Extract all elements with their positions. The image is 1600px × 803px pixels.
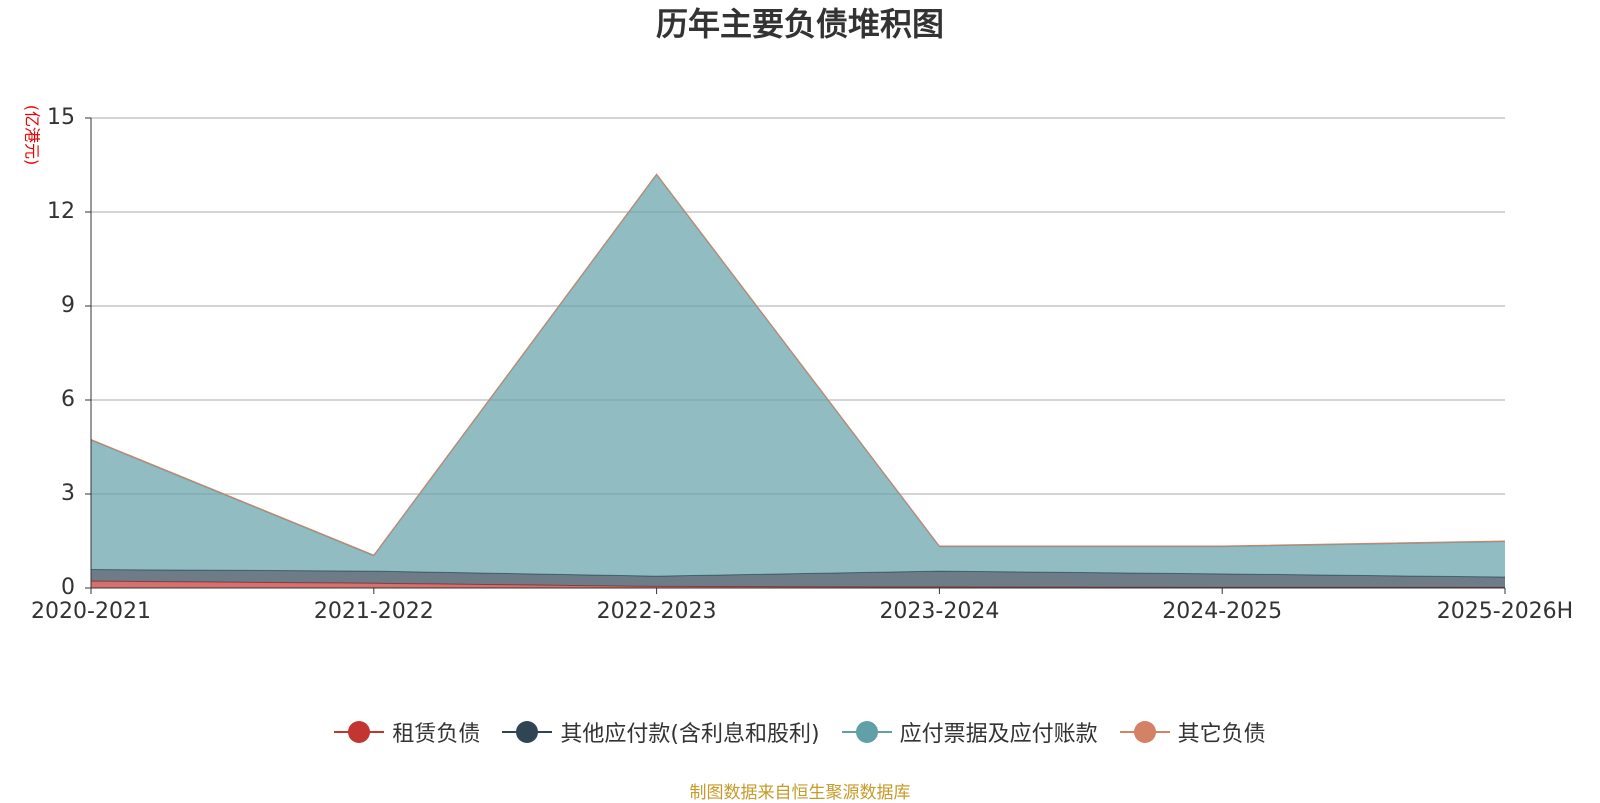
legend-label: 应付票据及应付账款 (899, 722, 1098, 747)
area (91, 174, 1505, 578)
legend: 租赁负债 其他应付款(含利息和股利) 应付票据及应付账款 其它负债 (0, 716, 1600, 748)
legend-item[interactable]: 其他应付款(含利息和股利) (502, 716, 820, 748)
legend-marker (1133, 721, 1156, 743)
chart-title: 历年主要负债堆积图 (656, 5, 944, 43)
legend-label: 其他应付款(含利息和股利) (560, 722, 820, 747)
x-tick-label: 2022-2023 (597, 599, 717, 624)
legend-label: 租赁负债 (392, 722, 481, 747)
y-tick-label: 15 (47, 105, 75, 130)
y-tick-label: 0 (61, 575, 75, 600)
legend-marker (855, 721, 878, 743)
legend-item[interactable]: 应付票据及应付账款 (841, 716, 1098, 748)
legend-label: 其它负债 (1177, 722, 1266, 747)
legend-icon (502, 721, 553, 743)
y-tick-label: 3 (61, 481, 75, 506)
x-tick-label: 2025-2026H (1437, 599, 1573, 624)
x-tick-label: 2024-2025 (1162, 599, 1282, 624)
legend-icon (334, 721, 385, 743)
x-tick-label: 2023-2024 (879, 599, 999, 624)
area-line (90, 173, 1506, 556)
legend-marker (348, 721, 371, 743)
source-note: 制图数据来自恒生聚源数据库 (689, 783, 911, 803)
y-axis-label: (亿港元) (23, 105, 42, 166)
legend-icon (841, 721, 892, 743)
area (91, 569, 1505, 588)
y-tick-label: 6 (61, 387, 75, 412)
y-tick-label: 9 (61, 293, 75, 318)
legend-item[interactable]: 租赁负债 (334, 716, 480, 748)
legend-marker (516, 721, 539, 743)
x-tick-label: 2021-2022 (314, 599, 434, 624)
y-tick-label: 12 (47, 199, 75, 224)
legend-item[interactable]: 其它负债 (1119, 716, 1266, 748)
chart: 历年主要负债堆积图 (亿港元) 0 3 6 9 12 15 2020-2021 2021-20… (23, 5, 1574, 624)
x-tick-label: 2020-2021 (31, 599, 151, 624)
legend-icon (1119, 721, 1170, 743)
area (91, 581, 1505, 588)
